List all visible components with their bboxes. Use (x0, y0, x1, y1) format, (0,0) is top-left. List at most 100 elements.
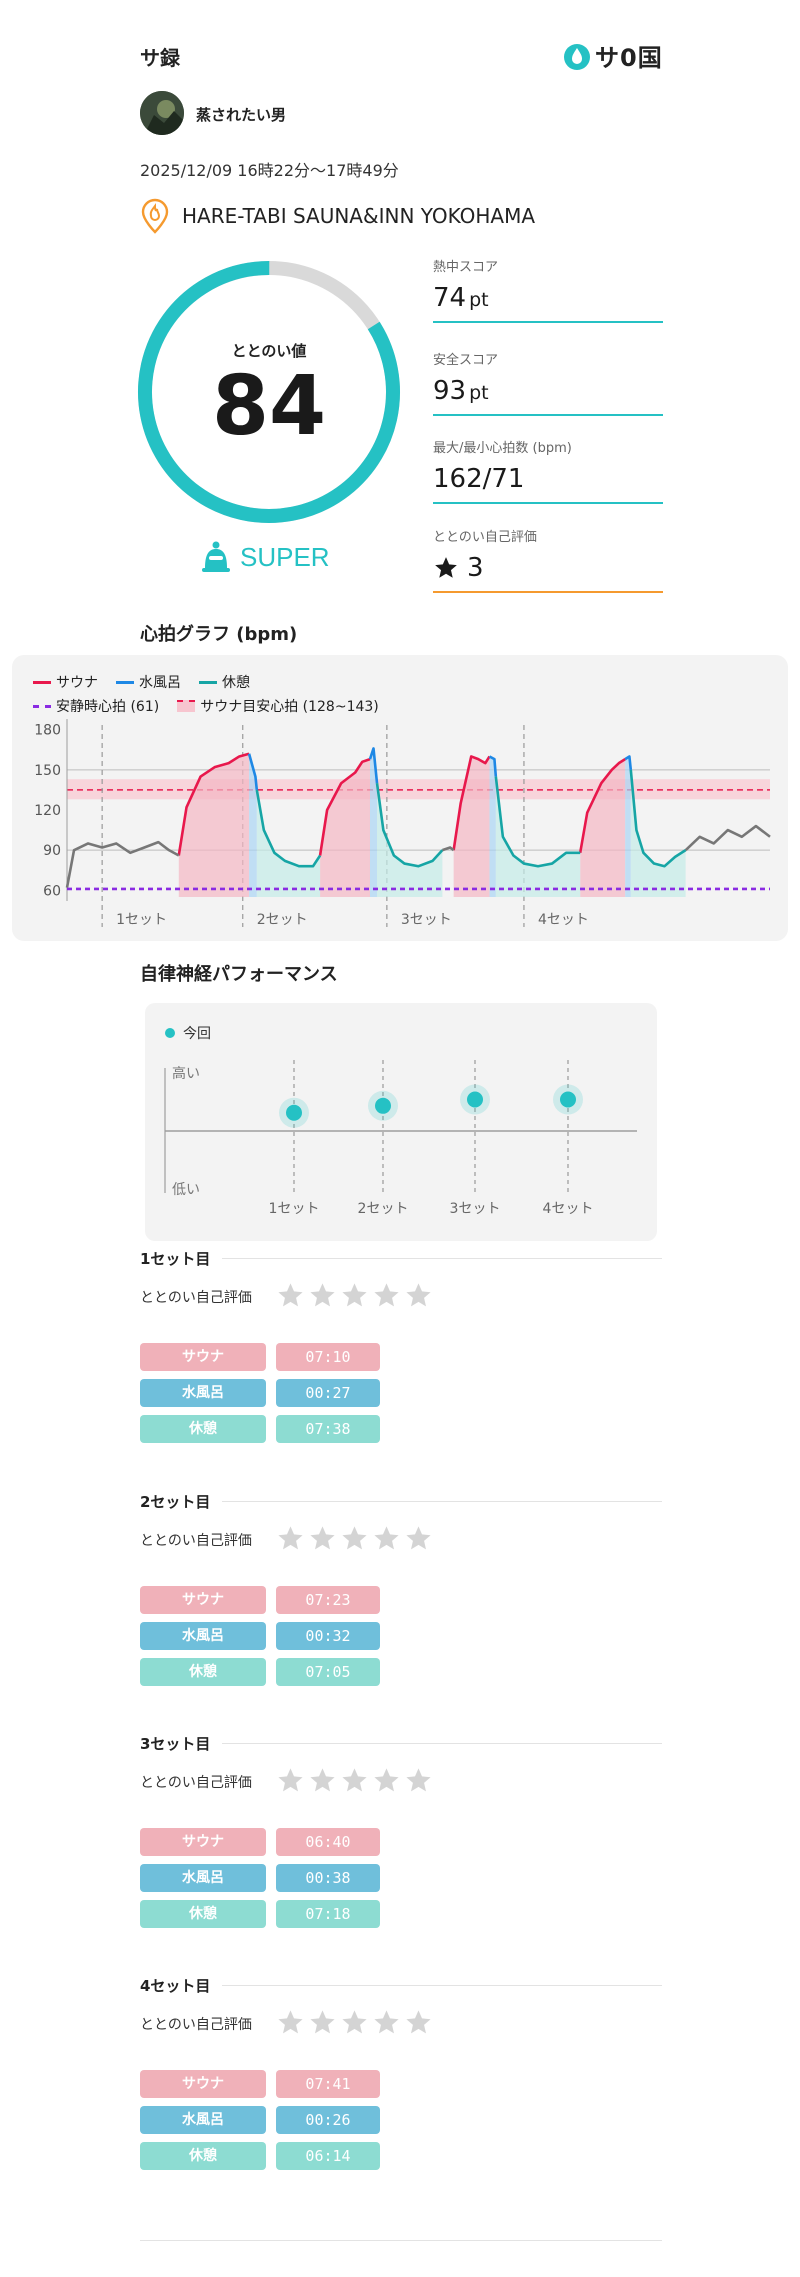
set-label: 4セット (538, 912, 589, 928)
water-label: 水風呂 (140, 1864, 266, 1892)
sauna-label: サウナ (140, 2070, 266, 2098)
series-area (249, 753, 257, 897)
sauna-time: 07:23 (276, 1586, 380, 1614)
metric-unit: pt (469, 289, 489, 311)
y-label-low: 低い (172, 1182, 200, 1198)
series-area (580, 759, 626, 897)
self-rating-label: ととのい自己評価 (140, 1290, 252, 1306)
series-area (489, 756, 496, 897)
star-icon[interactable] (308, 1524, 337, 1553)
flame-pin-icon (140, 198, 170, 238)
water-time: 00:38 (276, 1864, 380, 1892)
heart-graph-legend-row2: 安静時心拍 (61) サウナ目安心拍 (128~143) (33, 696, 397, 716)
series-area (495, 776, 581, 897)
ans-title: 自律神経パフォーマンス (140, 964, 338, 985)
set-label: 3セット (450, 1201, 501, 1217)
star-icon[interactable] (276, 1281, 305, 1310)
metric-heat-score: 熱中スコア 74 pt (433, 256, 663, 323)
star-icon[interactable] (308, 2008, 337, 2037)
set-divider (222, 1258, 662, 1259)
star-icon[interactable] (404, 1766, 433, 1795)
star-icon[interactable] (340, 1281, 369, 1310)
metric-value: 93 (433, 376, 467, 406)
water-label: 水風呂 (140, 1379, 266, 1407)
self-rating-stars[interactable] (276, 2008, 433, 2037)
series-line-rest (255, 789, 322, 868)
legend-water: 水風呂 (116, 672, 181, 692)
data-point (375, 1097, 391, 1114)
star-icon[interactable] (372, 1766, 401, 1795)
set-label: 2セット (358, 1201, 409, 1217)
water-time: 00:26 (276, 2106, 380, 2134)
metric-underline (433, 502, 663, 504)
water-time: 00:27 (276, 1379, 380, 1407)
star-icon[interactable] (372, 1524, 401, 1553)
star-icon[interactable] (276, 2008, 305, 2037)
facility-name[interactable]: HARE-TABI SAUNA&INN YOKOHAMA (182, 204, 536, 228)
heart-rate-chart: 180 150 120 90 60 1セット 2セット 3セット 4セット (34, 719, 771, 928)
app-logo[interactable]: サ0国 (563, 38, 663, 73)
set-title: 4セット目 (140, 1977, 211, 1995)
set-label: 3セット (401, 912, 452, 928)
set-title: 2セット目 (140, 1493, 211, 1511)
self-rating-stars[interactable] (276, 1766, 433, 1795)
set-title: 3セット目 (140, 1735, 211, 1753)
metric-heart-rate: 最大/最小心拍数 (bpm) 162/71 (433, 437, 663, 504)
set-title: 1セット目 (140, 1250, 211, 1268)
series-line-other (65, 840, 180, 888)
legend-sauna: サウナ (33, 672, 98, 692)
legend-dot (165, 1028, 175, 1038)
self-rating-label: ととのい自己評価 (140, 1533, 252, 1549)
star-icon[interactable] (276, 1524, 305, 1553)
series-line-water (247, 753, 259, 791)
set-label: 1セット (269, 1201, 320, 1217)
legend-label: 今回 (183, 1026, 211, 1042)
star-icon[interactable] (340, 1766, 369, 1795)
star-icon[interactable] (404, 2008, 433, 2037)
star-icon[interactable] (404, 1524, 433, 1553)
series-line-water (624, 755, 633, 770)
star-icon[interactable] (372, 1281, 401, 1310)
heart-graph-title: 心拍グラフ (bpm) (140, 624, 298, 645)
self-rating-stars[interactable] (276, 1281, 433, 1310)
series-area (453, 756, 490, 897)
metric-underline (433, 591, 663, 593)
y-tick-label: 120 (34, 803, 61, 819)
series-line-water (488, 755, 498, 777)
series-area (630, 769, 686, 897)
series-line-sauna (578, 758, 626, 854)
page-title: サ録 (140, 46, 180, 70)
series-line-other (441, 846, 455, 852)
drop-icon (564, 43, 590, 70)
series-area (256, 789, 321, 897)
self-rating-stars[interactable] (276, 1524, 433, 1553)
star-icon[interactable] (340, 1524, 369, 1553)
metric-label: ととのい自己評価 (433, 530, 537, 545)
level-badge: SUPER (200, 540, 330, 574)
series-line-sauna (177, 752, 250, 856)
star-icon[interactable] (340, 2008, 369, 2037)
user-name[interactable]: 蒸されたい男 (196, 106, 287, 124)
bell-person-icon (202, 541, 230, 572)
star-icon[interactable] (308, 1766, 337, 1795)
star-filled-icon (435, 557, 457, 578)
series-area (320, 759, 370, 897)
logo-text: サ0国 (595, 44, 663, 72)
star-icon[interactable] (308, 1281, 337, 1310)
series-line-rest (494, 776, 581, 868)
series-area (369, 748, 378, 897)
totonoi-gauge (138, 261, 400, 523)
series-line-rest (375, 783, 444, 868)
session-datetime: 2025/12/09 16時22分〜17時49分 (140, 161, 399, 180)
set-header: 2セット目 (140, 1491, 662, 1512)
star-icon[interactable] (276, 1766, 305, 1795)
star-icon[interactable] (372, 2008, 401, 2037)
water-time: 00:32 (276, 1622, 380, 1650)
rest-label: 休憩 (140, 1900, 266, 1928)
metric-label: 最大/最小心拍数 (bpm) (433, 441, 572, 456)
series-area (178, 753, 250, 897)
series-line-rest (629, 769, 687, 868)
set-divider (222, 1501, 662, 1502)
avatar[interactable] (140, 91, 184, 135)
star-icon[interactable] (404, 1281, 433, 1310)
